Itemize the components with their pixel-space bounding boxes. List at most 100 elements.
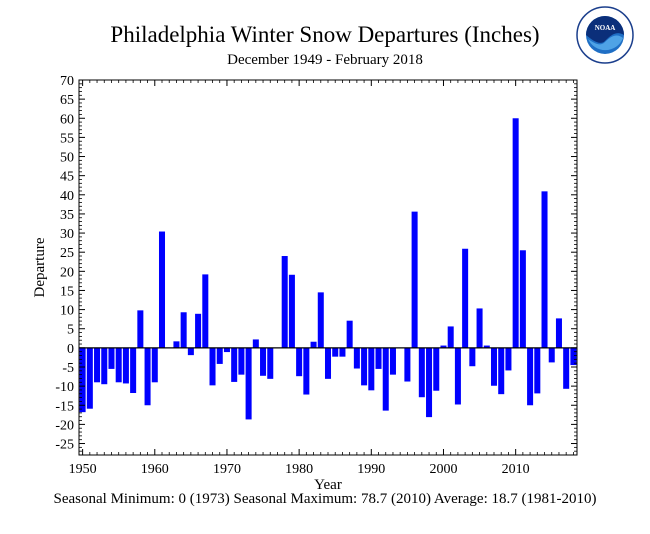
y-tick-label: 65 (60, 93, 74, 108)
bar-1985 (332, 347, 339, 357)
plot-frame (78, 79, 578, 456)
bar-1992 (382, 347, 389, 411)
y-tick-label: -15 (55, 399, 74, 414)
bar-1997 (418, 347, 425, 398)
chart-footer-stats: Seasonal Minimum: 0 (1973) Seasonal Maxi… (53, 491, 597, 507)
bar-2008 (498, 347, 505, 395)
bar-2005 (476, 308, 483, 348)
bar-1995 (404, 347, 411, 382)
y-tick-label: 25 (60, 246, 74, 261)
bar-1996 (411, 211, 418, 348)
bar-1972 (238, 347, 245, 375)
bar-2003 (462, 248, 469, 348)
y-tick-label: 15 (60, 284, 74, 299)
bar-1958 (137, 310, 144, 348)
bar-2007 (490, 347, 498, 386)
y-axis-label: Departure (32, 237, 48, 297)
x-tick-label: 1950 (69, 462, 97, 477)
bar-1978 (281, 256, 288, 348)
bar-2018 (570, 347, 577, 366)
x-axis-label: Year (314, 477, 342, 493)
bar-1959 (144, 347, 151, 406)
x-tick-label: 2010 (502, 462, 530, 477)
bar-1993 (389, 347, 396, 375)
bar-1950 (79, 347, 86, 413)
chart-title: Philadelphia Winter Snow Departures (Inc… (110, 22, 540, 47)
bar-2015 (548, 347, 555, 363)
bars (79, 118, 577, 420)
bar-1981 (303, 347, 310, 395)
bar-2017 (563, 347, 570, 389)
bar-1967 (202, 274, 209, 348)
bar-1980 (296, 347, 303, 377)
y-tick-label: 20 (60, 265, 74, 280)
bar-1969 (216, 347, 223, 364)
y-tick-label: 50 (60, 151, 74, 166)
bar-1968 (209, 347, 216, 386)
bar-1973 (245, 347, 252, 420)
y-tick-label: -20 (55, 418, 74, 433)
bar-1988 (353, 347, 360, 369)
bar-1991 (375, 347, 382, 369)
bar-2011 (519, 250, 526, 348)
x-tick-label: 1960 (141, 462, 169, 477)
bar-1955 (115, 347, 122, 383)
bar-2002 (454, 347, 461, 405)
bar-2012 (527, 347, 534, 406)
y-tick-label: 45 (60, 170, 74, 185)
bar-1970 (223, 347, 230, 353)
y-tick-label: -25 (55, 438, 74, 453)
bar-1963 (173, 341, 180, 348)
y-tick-label: -5 (62, 361, 74, 376)
y-tick-label: 70 (60, 74, 74, 89)
bar-1971 (231, 347, 238, 382)
bar-2016 (555, 318, 562, 348)
y-tick-label: 5 (67, 323, 74, 338)
y-tick-label: 35 (60, 208, 74, 223)
y-tick-label: 60 (60, 112, 74, 127)
bar-1989 (361, 347, 368, 386)
x-tick-label: 1970 (213, 462, 241, 477)
x-tick-label: 1990 (357, 462, 385, 477)
bar-1960 (151, 347, 158, 383)
bar-1976 (267, 347, 274, 379)
bar-1951 (86, 347, 93, 409)
bar-1974 (252, 339, 259, 348)
bar-2014 (541, 191, 548, 348)
bar-2009 (505, 347, 512, 371)
bar-1961 (158, 231, 166, 348)
bar-2004 (469, 347, 476, 367)
bar-1957 (130, 347, 137, 394)
y-tick-label: 10 (60, 304, 74, 319)
bar-1984 (324, 347, 332, 379)
chart-subtitle: December 1949 - February 2018 (227, 52, 423, 68)
bar-2013 (534, 347, 541, 394)
bar-1979 (288, 274, 295, 348)
bar-1983 (317, 292, 324, 348)
svg-text:NOAA: NOAA (595, 24, 616, 32)
bar-1966 (195, 313, 202, 348)
bar-1990 (368, 347, 375, 391)
bar-1987 (346, 320, 353, 348)
x-tick-label: 2000 (429, 462, 457, 477)
y-tick-label: 55 (60, 131, 74, 146)
bar-1964 (180, 312, 187, 348)
bar-1998 (426, 347, 433, 418)
bar-1952 (94, 347, 101, 383)
bar-1975 (260, 347, 267, 376)
y-tick-label: -10 (55, 380, 74, 395)
bar-1954 (108, 347, 115, 369)
bar-2001 (447, 326, 454, 348)
bar-2010 (512, 118, 519, 348)
y-tick-label: 40 (60, 189, 74, 204)
y-tick-label: 30 (60, 227, 74, 242)
bar-1982 (310, 341, 317, 348)
bar-1986 (339, 347, 346, 357)
bar-1999 (433, 347, 440, 391)
bar-1956 (122, 347, 129, 384)
x-tick-label: 1980 (285, 462, 313, 477)
y-tick-label: 0 (67, 342, 74, 357)
bar-1953 (101, 347, 108, 385)
